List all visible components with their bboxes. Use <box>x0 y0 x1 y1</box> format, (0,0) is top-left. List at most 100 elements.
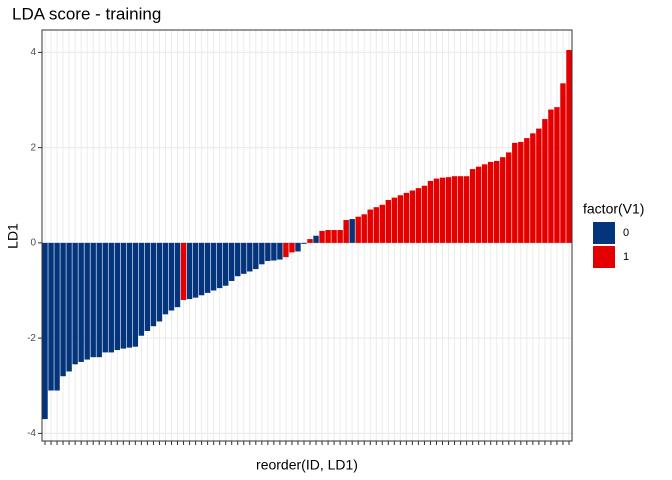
bar <box>433 178 440 243</box>
bar <box>530 133 536 243</box>
bar <box>253 242 259 270</box>
bar <box>192 242 199 298</box>
y-axis-label: LD1 <box>5 223 21 249</box>
bar <box>566 50 572 243</box>
bar <box>301 242 307 244</box>
y-tick-label: 2 <box>30 142 36 153</box>
bar <box>216 242 223 289</box>
bar <box>379 204 385 243</box>
bar <box>518 141 524 243</box>
bar <box>108 242 114 353</box>
bar <box>96 242 102 358</box>
bar <box>265 242 271 261</box>
bar <box>289 242 295 253</box>
bar <box>475 166 482 243</box>
bar <box>409 190 416 243</box>
bar <box>367 209 373 243</box>
bar <box>331 230 337 243</box>
bar <box>397 195 404 243</box>
bar <box>114 242 120 351</box>
x-axis-label: reorder(ID, LD1) <box>256 457 358 473</box>
bar <box>361 214 367 243</box>
bar <box>337 230 343 243</box>
bar <box>343 220 349 243</box>
legend-label: 1 <box>623 251 629 263</box>
bar <box>150 242 157 327</box>
bar <box>506 152 512 243</box>
bar <box>235 242 241 277</box>
bar <box>138 242 145 336</box>
bar <box>403 192 410 243</box>
legend-label: 0 <box>623 227 629 239</box>
bar <box>180 242 187 301</box>
bar <box>120 242 127 349</box>
bar <box>229 242 235 281</box>
bar <box>174 242 181 308</box>
bar <box>247 242 253 272</box>
bar <box>415 188 422 243</box>
bar <box>271 242 277 261</box>
bar <box>349 219 355 243</box>
bar <box>548 109 554 243</box>
bar <box>84 242 90 360</box>
chart-title: LDA score - training <box>12 4 161 23</box>
bar <box>295 242 301 252</box>
bar <box>439 177 446 243</box>
bar <box>451 176 458 243</box>
legend-key <box>593 246 615 268</box>
bar <box>54 242 60 391</box>
bar <box>391 197 398 243</box>
bar <box>445 177 452 243</box>
bar <box>42 242 48 420</box>
bar <box>325 230 331 243</box>
bar <box>524 138 530 243</box>
bar <box>560 83 566 243</box>
bar <box>385 200 392 243</box>
bar <box>186 242 193 300</box>
bar <box>277 242 283 260</box>
bar <box>427 180 434 243</box>
bar <box>66 242 72 372</box>
bar <box>259 242 265 265</box>
bar <box>210 242 217 291</box>
y-tick-label: 4 <box>30 47 36 58</box>
bar <box>198 242 205 296</box>
bar <box>162 242 169 315</box>
bar <box>307 239 313 243</box>
bar <box>494 160 500 243</box>
bar <box>241 242 247 274</box>
bar <box>60 242 66 377</box>
bar <box>373 207 379 243</box>
bar <box>78 242 84 362</box>
bar <box>102 242 108 353</box>
y-tick-label: -2 <box>27 333 36 344</box>
bar <box>463 176 470 243</box>
bar <box>156 242 163 322</box>
bar <box>487 161 494 243</box>
bar <box>469 169 476 243</box>
bar <box>512 142 518 243</box>
bar <box>542 119 548 243</box>
bar <box>48 242 54 391</box>
bar <box>168 242 175 311</box>
bar <box>144 242 151 331</box>
bar <box>554 107 560 243</box>
bar <box>72 242 78 365</box>
legend-title: factor(V1) <box>583 201 644 217</box>
bar <box>457 176 464 243</box>
y-tick-label: -4 <box>27 428 36 439</box>
bar <box>126 242 133 348</box>
legend-key <box>593 222 615 244</box>
bar <box>355 216 361 243</box>
bar <box>132 242 139 347</box>
y-tick-label: 0 <box>30 238 36 249</box>
bar <box>222 242 229 286</box>
bar <box>421 185 428 243</box>
panel-border <box>41 29 573 442</box>
bar <box>500 157 506 243</box>
bar <box>481 164 488 243</box>
bar <box>313 235 319 243</box>
bar <box>319 230 325 243</box>
bar <box>204 242 211 293</box>
